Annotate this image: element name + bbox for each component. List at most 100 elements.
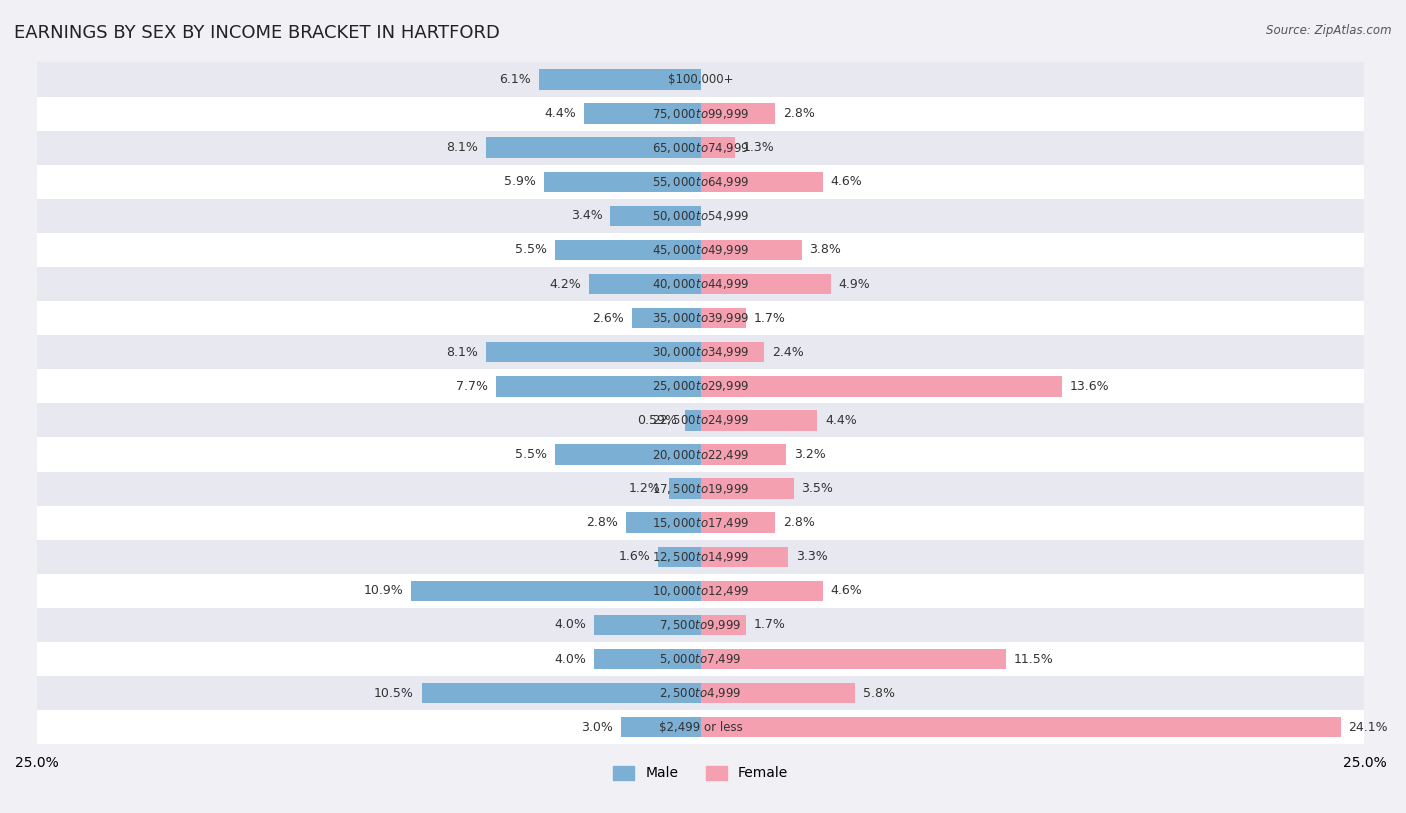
- Bar: [700, 512, 775, 533]
- Text: 4.0%: 4.0%: [554, 653, 586, 666]
- Text: $40,000 to $44,999: $40,000 to $44,999: [652, 277, 749, 291]
- Text: 2.4%: 2.4%: [772, 346, 804, 359]
- Text: 24.1%: 24.1%: [1348, 721, 1388, 734]
- Bar: [37, 711, 1364, 745]
- Text: $12,500 to $14,999: $12,500 to $14,999: [652, 550, 749, 563]
- Text: 3.0%: 3.0%: [581, 721, 613, 734]
- Text: 4.9%: 4.9%: [839, 277, 870, 290]
- Bar: [700, 274, 831, 294]
- Text: 4.0%: 4.0%: [554, 619, 586, 632]
- Bar: [37, 97, 1364, 131]
- Text: 3.5%: 3.5%: [801, 482, 834, 495]
- Text: $45,000 to $49,999: $45,000 to $49,999: [652, 243, 749, 257]
- Text: 7.7%: 7.7%: [457, 380, 488, 393]
- Text: 8.1%: 8.1%: [446, 346, 478, 359]
- Bar: [37, 267, 1364, 301]
- Text: 11.5%: 11.5%: [1014, 653, 1053, 666]
- Bar: [554, 444, 700, 465]
- Text: 5.5%: 5.5%: [515, 243, 547, 256]
- Bar: [700, 717, 1340, 737]
- Bar: [37, 63, 1364, 97]
- Bar: [37, 165, 1364, 199]
- Bar: [485, 137, 700, 158]
- Text: 5.9%: 5.9%: [505, 176, 536, 189]
- Text: 2.8%: 2.8%: [586, 516, 619, 529]
- Bar: [631, 308, 700, 328]
- Bar: [610, 206, 700, 226]
- Bar: [37, 369, 1364, 403]
- Bar: [37, 608, 1364, 642]
- Text: 1.6%: 1.6%: [619, 550, 650, 563]
- Text: 8.1%: 8.1%: [446, 141, 478, 154]
- Bar: [37, 437, 1364, 472]
- Text: 3.3%: 3.3%: [796, 550, 828, 563]
- Text: 1.3%: 1.3%: [744, 141, 775, 154]
- Bar: [700, 240, 801, 260]
- Text: $25,000 to $29,999: $25,000 to $29,999: [652, 380, 749, 393]
- Text: Source: ZipAtlas.com: Source: ZipAtlas.com: [1267, 24, 1392, 37]
- Text: 3.2%: 3.2%: [793, 448, 825, 461]
- Text: 6.1%: 6.1%: [499, 73, 530, 86]
- Legend: Male, Female: Male, Female: [607, 760, 793, 786]
- Text: 1.7%: 1.7%: [754, 619, 786, 632]
- Bar: [700, 411, 817, 431]
- Bar: [538, 69, 700, 89]
- Text: 4.6%: 4.6%: [831, 176, 862, 189]
- Text: 4.4%: 4.4%: [544, 107, 576, 120]
- Text: $10,000 to $12,499: $10,000 to $12,499: [652, 584, 749, 598]
- Bar: [589, 274, 700, 294]
- Text: $35,000 to $39,999: $35,000 to $39,999: [652, 311, 749, 325]
- Text: 4.6%: 4.6%: [831, 585, 862, 598]
- Bar: [411, 580, 700, 601]
- Bar: [37, 131, 1364, 165]
- Bar: [621, 717, 700, 737]
- Bar: [422, 683, 700, 703]
- Bar: [700, 137, 735, 158]
- Bar: [37, 472, 1364, 506]
- Text: 2.8%: 2.8%: [783, 107, 815, 120]
- Text: EARNINGS BY SEX BY INCOME BRACKET IN HARTFORD: EARNINGS BY SEX BY INCOME BRACKET IN HAR…: [14, 24, 501, 42]
- Bar: [700, 376, 1062, 397]
- Bar: [37, 199, 1364, 233]
- Text: 4.4%: 4.4%: [825, 414, 858, 427]
- Bar: [496, 376, 700, 397]
- Text: $20,000 to $22,499: $20,000 to $22,499: [652, 447, 749, 462]
- Text: $2,500 to $4,999: $2,500 to $4,999: [659, 686, 742, 700]
- Text: 5.8%: 5.8%: [863, 687, 894, 700]
- Bar: [544, 172, 700, 192]
- Bar: [37, 540, 1364, 574]
- Bar: [700, 546, 789, 567]
- Text: 4.2%: 4.2%: [550, 277, 581, 290]
- Text: 10.5%: 10.5%: [374, 687, 413, 700]
- Bar: [37, 506, 1364, 540]
- Text: $2,499 or less: $2,499 or less: [659, 721, 742, 734]
- Bar: [700, 580, 823, 601]
- Bar: [37, 233, 1364, 267]
- Bar: [37, 574, 1364, 608]
- Text: 5.5%: 5.5%: [515, 448, 547, 461]
- Text: 1.2%: 1.2%: [628, 482, 661, 495]
- Text: $7,500 to $9,999: $7,500 to $9,999: [659, 618, 742, 632]
- Text: 2.8%: 2.8%: [783, 516, 815, 529]
- Bar: [37, 335, 1364, 369]
- Bar: [700, 172, 823, 192]
- Text: $22,500 to $24,999: $22,500 to $24,999: [652, 414, 749, 428]
- Bar: [700, 615, 745, 635]
- Text: $100,000+: $100,000+: [668, 73, 734, 86]
- Bar: [485, 342, 700, 363]
- Bar: [700, 342, 765, 363]
- Bar: [626, 512, 700, 533]
- Text: $17,500 to $19,999: $17,500 to $19,999: [652, 481, 749, 496]
- Bar: [700, 103, 775, 124]
- Bar: [658, 546, 700, 567]
- Text: $15,000 to $17,499: $15,000 to $17,499: [652, 515, 749, 530]
- Text: 3.8%: 3.8%: [810, 243, 841, 256]
- Text: $5,000 to $7,499: $5,000 to $7,499: [659, 652, 742, 666]
- Text: 10.9%: 10.9%: [364, 585, 404, 598]
- Bar: [700, 308, 745, 328]
- Bar: [595, 649, 700, 669]
- Bar: [669, 478, 700, 499]
- Bar: [554, 240, 700, 260]
- Bar: [685, 411, 700, 431]
- Text: $30,000 to $34,999: $30,000 to $34,999: [652, 346, 749, 359]
